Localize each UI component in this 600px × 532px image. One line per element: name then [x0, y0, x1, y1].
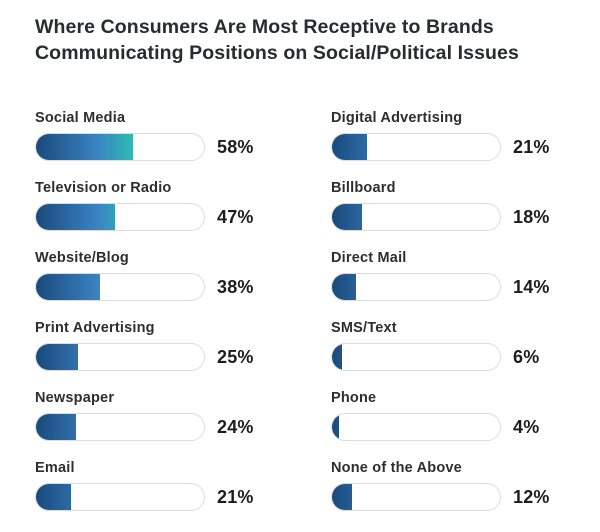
bar-label: Billboard — [331, 180, 396, 197]
bar-fill — [332, 484, 353, 511]
bar-label: SMS/Text — [331, 320, 397, 337]
bar-label: Television or Radio — [35, 180, 172, 197]
bar-column-right: Digital Advertising 21% Billboard 18% Di… — [331, 110, 559, 530]
bar-value: 25% — [217, 346, 254, 367]
bar-track — [331, 483, 501, 512]
bar-track — [331, 133, 501, 162]
bar-track — [35, 203, 205, 232]
bar-value: 38% — [217, 276, 254, 297]
bar-value: 21% — [217, 486, 254, 507]
bar-label: Digital Advertising — [331, 110, 463, 127]
bar-row: Website/Blog 38% — [35, 250, 263, 302]
bar-row: Direct Mail 14% — [331, 250, 559, 302]
bar-fill — [332, 344, 343, 371]
bar-value: 58% — [217, 136, 254, 157]
bar-label: Social Media — [35, 110, 126, 127]
bar-row: Email 21% — [35, 460, 263, 512]
bar-fill — [36, 344, 78, 371]
bar-fill — [332, 414, 339, 441]
bar-label: Newspaper — [35, 390, 115, 407]
bar-value: 47% — [217, 206, 254, 227]
bar-value: 12% — [513, 486, 550, 507]
bar-label: Print Advertising — [35, 320, 155, 337]
bar-row: Newspaper 24% — [35, 390, 263, 442]
bar-value: 6% — [513, 346, 540, 367]
bar-fill — [332, 134, 368, 161]
bar-label: Direct Mail — [331, 250, 407, 267]
bar-row: Phone 4% — [331, 390, 559, 442]
bar-label: None of the Above — [331, 460, 462, 477]
bar-row: SMS/Text 6% — [331, 320, 559, 372]
bar-fill — [332, 274, 356, 301]
bar-column-left: Social Media 58% Television or Radio 47%… — [35, 110, 263, 530]
bar-track — [35, 343, 205, 372]
bar-value: 21% — [513, 136, 550, 157]
bar-fill — [36, 134, 134, 161]
bar-track — [35, 273, 205, 302]
bar-fill — [36, 414, 77, 441]
bar-value: 24% — [217, 416, 254, 437]
bar-columns: Social Media 58% Television or Radio 47%… — [35, 110, 580, 530]
bar-row: None of the Above 12% — [331, 460, 559, 512]
bar-fill — [36, 274, 100, 301]
chart-title: Where Consumers Are Most Receptive to Br… — [35, 16, 519, 65]
bar-row: Billboard 18% — [331, 180, 559, 232]
bar-row: Print Advertising 25% — [35, 320, 263, 372]
bar-value: 14% — [513, 276, 550, 297]
bar-value: 4% — [513, 416, 540, 437]
bar-track — [331, 203, 501, 232]
bar-track — [35, 133, 205, 162]
bar-track — [331, 343, 501, 372]
bar-track — [35, 483, 205, 512]
bar-track — [331, 273, 501, 302]
bar-label: Website/Blog — [35, 250, 129, 267]
bar-fill — [36, 204, 115, 231]
bar-label: Phone — [331, 390, 377, 407]
bar-row: Digital Advertising 21% — [331, 110, 559, 162]
bar-label: Email — [35, 460, 75, 477]
bar-row: Social Media 58% — [35, 110, 263, 162]
bar-track — [35, 413, 205, 442]
bar-fill — [36, 484, 72, 511]
bar-fill — [332, 204, 363, 231]
bar-value: 18% — [513, 206, 550, 227]
bar-row: Television or Radio 47% — [35, 180, 263, 232]
bar-track — [331, 413, 501, 442]
